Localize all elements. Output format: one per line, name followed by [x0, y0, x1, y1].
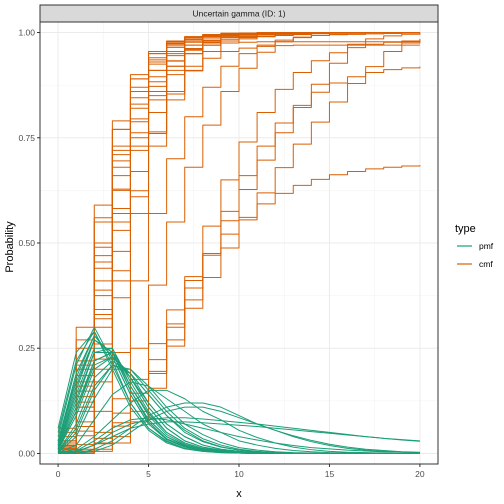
y-tick-label: 1.00 — [18, 28, 35, 38]
pmf-series-line — [58, 417, 420, 454]
y-axis: 0.00 0.25 0.50 0.75 1.00 — [18, 28, 40, 458]
cmf-series-line — [58, 165, 421, 454]
x-tick-label: 20 — [415, 469, 425, 479]
x-axis-title: x — [236, 488, 242, 500]
x-tick-label: 15 — [325, 469, 335, 479]
legend-label-cmf: cmf — [479, 259, 493, 269]
cmf-series-line — [58, 41, 420, 447]
legend-title: type — [455, 223, 476, 235]
facet-strip — [39, 4, 439, 23]
y-tick-label: 0.75 — [18, 133, 35, 143]
x-tick-label: 10 — [234, 469, 244, 479]
y-axis-title: Probability — [4, 221, 16, 273]
series-layer — [57, 32, 421, 454]
cmf-series-line — [58, 32, 421, 454]
x-axis: 0 5 10 15 20 — [56, 464, 425, 479]
cmf-series-line — [58, 44, 420, 453]
pmf-series-line — [57, 351, 420, 454]
y-tick-label: 0.25 — [18, 343, 35, 353]
x-tick-label: 0 — [56, 469, 61, 479]
x-tick-label: 5 — [146, 469, 151, 479]
y-tick-label: 0.00 — [18, 448, 35, 458]
pmf-series-line — [57, 389, 420, 454]
legend-label-pmf: pmf — [479, 241, 494, 251]
legend: type pmf cmf — [455, 223, 494, 269]
pmf-series-line — [58, 406, 420, 454]
pmf-series-line — [58, 421, 420, 454]
y-tick-label: 0.50 — [18, 238, 35, 248]
facet-title: Uncertain gamma (ID: 1) — [192, 9, 285, 19]
pmf-series-line — [58, 402, 420, 454]
